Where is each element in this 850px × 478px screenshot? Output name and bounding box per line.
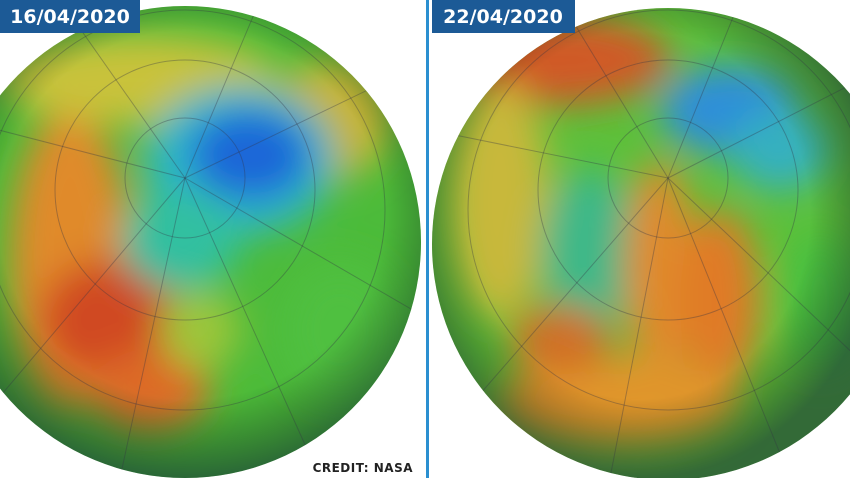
right-panel: 22/04/2020	[432, 0, 850, 478]
credit: CREDIT: NASA	[313, 461, 414, 475]
date-label: 22/04/2020	[443, 6, 563, 28]
globe-right	[432, 8, 850, 478]
date-badge	[0, 0, 140, 33]
globe-left	[0, 6, 421, 478]
date-label: 16/04/2020	[10, 6, 130, 28]
left-panel: 16/04/2020 CREDIT: NASA	[0, 0, 421, 478]
date-badge	[432, 0, 575, 33]
divider	[426, 0, 429, 478]
